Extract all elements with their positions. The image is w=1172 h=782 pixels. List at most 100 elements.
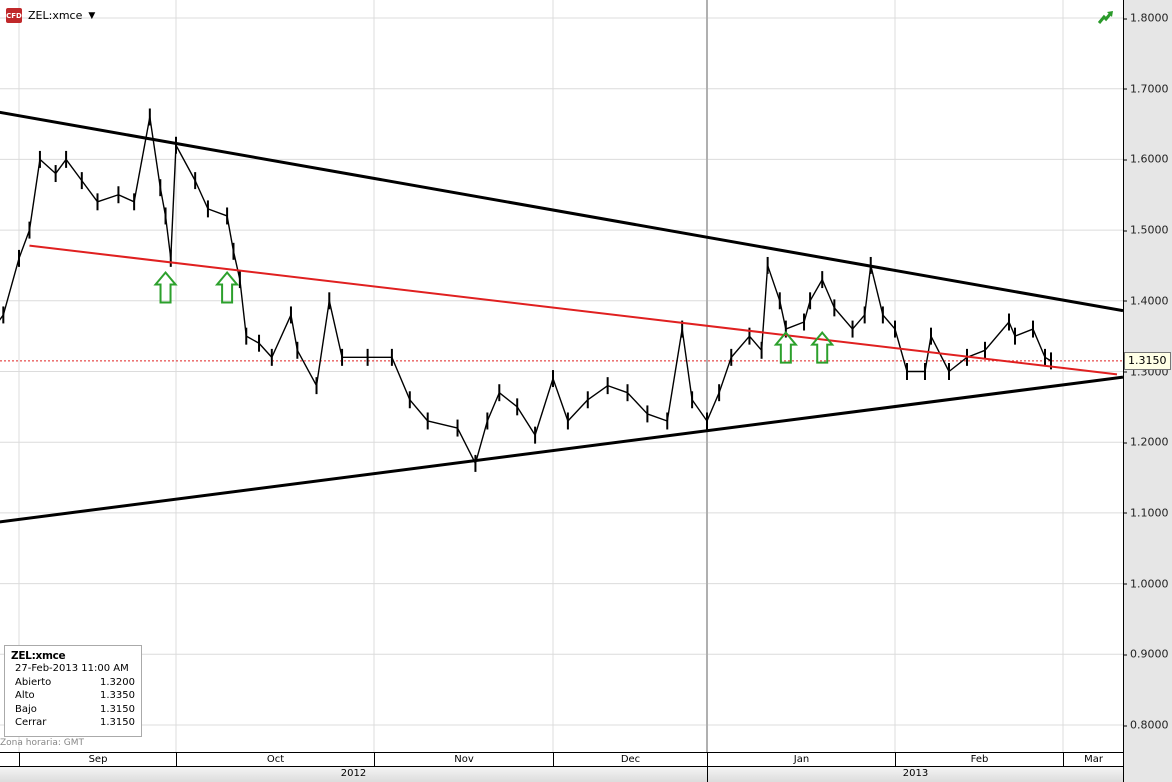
ohlc-info-box: ZEL:xmce 27-Feb-2013 11:00 AM Abierto 1.3… (4, 645, 142, 737)
timezone-label: Zona horaria: GMT (0, 738, 85, 748)
price-segment (296, 349, 318, 386)
price-segment (803, 300, 811, 323)
price-chart (0, 0, 1123, 752)
price-segment (870, 265, 884, 316)
month-label-sep: Sep (19, 753, 176, 766)
y-tick-text: 1.2000 (1130, 435, 1169, 449)
price-segment (55, 158, 67, 174)
y-tick-label: 1.2000 (1123, 435, 1169, 449)
price-segment (534, 378, 554, 436)
price-segment (39, 158, 57, 175)
info-datetime: 27-Feb-2013 11:00 AM (15, 663, 129, 674)
year-label-2012: 2012 (340, 768, 367, 779)
price-segment (666, 328, 683, 422)
price-segment (516, 406, 536, 436)
price-segment (170, 145, 177, 259)
price-segment (258, 342, 273, 358)
y-tick-text: 1.7000 (1130, 82, 1169, 96)
price-segment (809, 279, 823, 302)
price-segment (245, 335, 260, 344)
trendline (0, 110, 1123, 313)
chart-plot-area[interactable] (0, 0, 1123, 752)
y-tick-text: 0.8000 (1130, 718, 1169, 732)
y-tick-text: 1.4000 (1130, 294, 1169, 308)
y-tick-label: 1.5000 (1123, 224, 1169, 237)
y-tick-text: 1.8000 (1130, 11, 1169, 25)
price-segment (271, 314, 292, 358)
price-segment (474, 420, 489, 464)
price-segment (207, 208, 228, 217)
price-segment (1032, 328, 1046, 358)
y-tick-label: 0.9000 (1123, 647, 1169, 661)
price-segment (894, 328, 908, 372)
up-arrow-icon (810, 331, 835, 364)
price-axis[interactable] (1123, 0, 1172, 782)
y-tick-label: 1.6000 (1123, 153, 1169, 166)
y-tick-label: 1.4000 (1123, 294, 1169, 308)
price-segment (194, 180, 209, 210)
price-segment (498, 392, 518, 408)
month-label-oct: Oct (176, 753, 374, 766)
y-tick-label: 1.8000 (1123, 11, 1169, 25)
price-segment (232, 251, 241, 280)
price-segment (456, 427, 477, 464)
price-segment (779, 300, 787, 330)
month-label-jan: Jan (707, 753, 895, 766)
price-segment (984, 321, 1010, 351)
caret-down-icon[interactable]: ▼ (88, 10, 96, 21)
symbol-selector[interactable]: CFD ZEL:xmce ▼ (6, 8, 95, 23)
price-segment (28, 159, 41, 231)
price-segment (2, 258, 20, 316)
price-segment (226, 215, 235, 252)
price-segment (18, 229, 31, 259)
month-label-nov: Nov (374, 753, 553, 766)
info-row-open: Abierto 1.3200 (15, 676, 135, 688)
price-segment (486, 392, 500, 422)
price-segment (863, 265, 872, 316)
price-segment (239, 279, 247, 337)
cfd-icon: CFD (6, 8, 22, 23)
price-segment (607, 384, 628, 394)
info-symbol: ZEL:xmce (11, 650, 66, 662)
price-segment (882, 314, 896, 330)
price-segment (587, 385, 609, 401)
info-row-close: Cerrar 1.3150 (15, 717, 135, 728)
price-segment (852, 314, 866, 330)
price-segment (681, 328, 693, 400)
price-segment (427, 420, 458, 429)
price-segment (65, 158, 83, 182)
y-tick-label: 1.0000 (1123, 577, 1169, 590)
y-tick-label: 1.7000 (1123, 82, 1169, 96)
trendline (0, 375, 1123, 524)
up-arrow-icon (153, 270, 178, 304)
price-segment (175, 144, 196, 181)
month-label-dec: Dec (553, 753, 707, 766)
price-segment (552, 378, 569, 422)
price-segment (748, 335, 763, 351)
price-segment (948, 356, 968, 373)
y-tick-label: 0.8000 (1123, 718, 1169, 732)
price-segment (730, 335, 750, 358)
y-tick-text: 1.1000 (1130, 506, 1169, 520)
price-segment (328, 300, 343, 358)
trendline (29, 244, 1118, 376)
price-segment (567, 399, 589, 422)
price-segment (627, 392, 648, 415)
price-segment (118, 194, 135, 203)
price-segment (391, 357, 411, 401)
price-segment (760, 265, 769, 351)
up-arrow-icon (214, 270, 240, 304)
year-axis[interactable]: 2012 2013 (0, 767, 1123, 782)
y-tick-label: 1.1000 (1123, 506, 1169, 520)
price-segment (149, 116, 161, 188)
price-segment (81, 180, 99, 203)
up-arrow-icon (773, 331, 798, 364)
info-row-low: Bajo 1.3150 (15, 703, 135, 715)
month-axis[interactable]: Sep Oct Nov Dec Jan Feb Mar (0, 752, 1123, 767)
trend-up-icon[interactable] (1098, 10, 1114, 24)
year-label-2013: 2013 (707, 767, 1123, 782)
price-segment (647, 413, 668, 422)
y-tick-text: 0.9000 (1130, 647, 1169, 661)
month-label-mar: Mar (1063, 753, 1123, 766)
price-segment (706, 392, 720, 422)
